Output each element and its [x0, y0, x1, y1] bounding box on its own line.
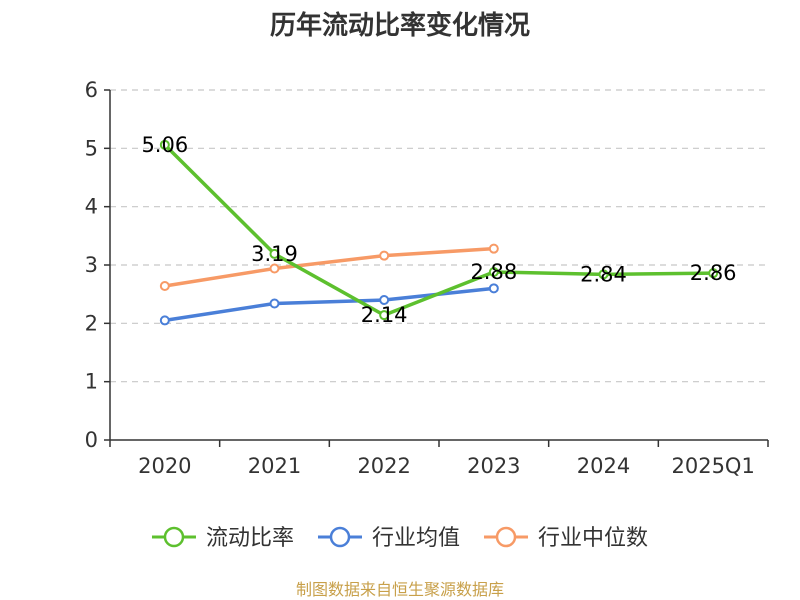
chart-title: 历年流动比率变化情况 — [270, 10, 530, 41]
legend-label: 流动比率 — [206, 526, 294, 551]
gridlines — [110, 89, 768, 383]
legend-label: 行业均值 — [372, 526, 460, 551]
data-label: 2.86 — [690, 261, 737, 285]
series-line-2 — [163, 246, 496, 288]
legend-swatch-marker — [329, 526, 351, 548]
data-point — [708, 268, 719, 279]
legend-label: 行业中位数 — [538, 526, 648, 551]
data-point — [269, 298, 280, 309]
y-tick-label: 2 — [85, 311, 98, 335]
x-tick-label: 2025Q1 — [671, 454, 754, 478]
x-tick-label: 2023 — [467, 454, 520, 478]
axes: 0 1 2 3 4 5 6 2020 2021 2022 2023 2024 2025Q1 — [85, 78, 769, 478]
data-point — [159, 281, 170, 291]
data-point — [488, 267, 499, 277]
x-tick-label: 2020 — [138, 454, 191, 478]
legend: 流动比率 行业均值 行业中位数 — [151, 526, 648, 551]
y-tick-label: 5 — [85, 136, 98, 160]
y-tick-label: 1 — [85, 370, 98, 394]
source-note: 制图数据来自恒生聚源数据库 — [296, 580, 504, 599]
legend-item[interactable]: 行业中位数 — [484, 526, 648, 551]
data-point — [379, 295, 390, 305]
y-tick-label: 0 — [85, 428, 98, 452]
legend-item[interactable]: 流动比率 — [151, 526, 294, 551]
x-tick-label: 2022 — [357, 454, 410, 478]
y-tick-label: 3 — [85, 253, 98, 277]
data-label: 5.06 — [141, 133, 188, 157]
y-tick-label: 4 — [85, 195, 98, 219]
data-point — [379, 250, 390, 261]
data-label: 2.88 — [470, 260, 517, 284]
data-point — [379, 310, 390, 321]
data-point — [488, 283, 499, 294]
series-layer — [159, 139, 719, 326]
data-point — [159, 139, 170, 150]
legend-item[interactable]: 行业均值 — [317, 526, 460, 551]
data-point — [159, 315, 170, 326]
y-tick-label: 6 — [85, 78, 98, 102]
x-tick-label: 2021 — [248, 454, 301, 478]
data-point — [269, 263, 280, 274]
data-labels: 5.06 3.19 2.14 2.88 2.84 2.86 — [141, 133, 736, 327]
legend-swatch-marker — [163, 526, 185, 548]
legend-swatch-marker — [495, 526, 517, 548]
data-label: 2.14 — [361, 303, 408, 327]
data-point — [598, 269, 609, 280]
data-point — [269, 248, 280, 259]
data-label: 2.84 — [580, 262, 627, 286]
data-point — [488, 243, 499, 254]
x-tick-label: 2024 — [577, 454, 630, 478]
data-label: 3.19 — [251, 242, 298, 266]
series-line-0 — [163, 143, 715, 317]
